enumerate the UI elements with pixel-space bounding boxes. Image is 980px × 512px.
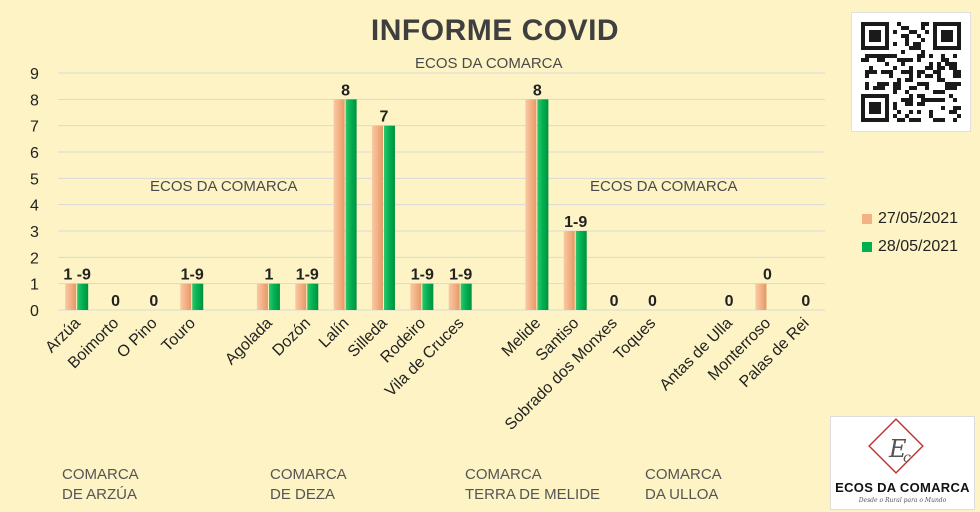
qr-code-graphic xyxy=(861,22,961,122)
bar-series1 xyxy=(333,99,345,310)
x-tick-label: Toques xyxy=(611,315,660,364)
bar-series2 xyxy=(307,283,319,310)
bar-series2 xyxy=(192,283,204,310)
region-ulloa-line2: DA ULLOA xyxy=(645,486,719,503)
bar-series2 xyxy=(537,99,549,310)
y-tick-label: 7 xyxy=(30,119,39,136)
bar-series1 xyxy=(256,283,268,310)
x-tick-label: Dozón xyxy=(269,315,314,360)
data-label: 0 xyxy=(648,293,657,310)
bar-series1 xyxy=(65,283,77,310)
legend-label-series1: 27/05/2021 xyxy=(878,210,959,227)
data-label: 1-9 xyxy=(564,214,587,231)
bar-series1 xyxy=(755,283,767,310)
data-label: 0 xyxy=(149,293,158,310)
data-label: 0 xyxy=(610,293,619,310)
bar-series1 xyxy=(563,231,575,310)
bar-series2 xyxy=(422,283,434,310)
legend-item-series1: 27/05/2021 xyxy=(862,205,958,233)
data-label: 1 -9 xyxy=(63,267,91,284)
y-tick-label: 6 xyxy=(30,145,39,162)
data-label: 0 xyxy=(111,293,120,310)
data-label: 1-9 xyxy=(449,267,472,284)
data-label: 7 xyxy=(380,109,389,126)
qr-code xyxy=(851,12,971,132)
region-melide-line2: TERRA DE MELIDE xyxy=(465,486,601,503)
region-terra-de-melide: COMARCA TERRA DE MELIDE xyxy=(465,465,600,505)
y-tick-label: 8 xyxy=(30,92,39,109)
y-tick-label: 9 xyxy=(30,66,39,83)
region-deza-line1: COMARCA xyxy=(270,466,347,483)
logo-tagline: Desde o Rural para o Mundo xyxy=(858,497,947,504)
data-label: 0 xyxy=(763,267,772,284)
region-arzua-line2: DE ARZÚA xyxy=(62,486,138,503)
data-label: 0 xyxy=(725,293,734,310)
region-ulloa-line1: COMARCA xyxy=(645,466,722,483)
y-tick-label: 3 xyxy=(30,224,39,241)
data-label: 1 xyxy=(264,267,273,284)
bar-series2 xyxy=(460,283,472,310)
data-label: 8 xyxy=(341,82,350,99)
bar-series1 xyxy=(448,283,460,310)
region-deza-line2: DE DEZA xyxy=(270,486,336,503)
logo-mark-icon: E c xyxy=(868,418,924,474)
bar-series1 xyxy=(295,283,307,310)
bar-series1 xyxy=(180,283,192,310)
x-tick-label: Agolada xyxy=(222,315,276,369)
bar-series2 xyxy=(575,231,587,310)
region-ulloa: COMARCA DA ULLOA xyxy=(645,465,722,505)
svg-text:c: c xyxy=(903,450,911,466)
y-tick-label: 2 xyxy=(30,250,39,267)
bar-series2 xyxy=(268,283,280,310)
watermark-left: ECOS DA COMARCA xyxy=(150,178,298,195)
bar-series2 xyxy=(383,125,395,311)
data-label: 1-9 xyxy=(411,267,434,284)
y-tick-label: 1 xyxy=(30,277,39,294)
data-label: 1-9 xyxy=(181,267,204,284)
region-melide-line1: COMARCA xyxy=(465,466,542,483)
bar-series2 xyxy=(77,283,89,310)
legend: 27/05/2021 28/05/2021 xyxy=(862,205,958,261)
legend-swatch-series2 xyxy=(862,242,872,252)
y-tick-label: 5 xyxy=(30,171,39,188)
legend-item-series2: 28/05/2021 xyxy=(862,233,958,261)
y-tick-label: 4 xyxy=(30,198,39,215)
bar-series1 xyxy=(410,283,422,310)
x-tick-label: Touro xyxy=(159,315,199,355)
region-deza: COMARCA DE DEZA xyxy=(270,465,347,505)
legend-swatch-series1 xyxy=(862,214,872,224)
bar-series1 xyxy=(371,125,383,311)
logo-name: ECOS DA COMARCA xyxy=(835,480,970,495)
y-tick-label: 0 xyxy=(30,303,39,320)
data-label: 1-9 xyxy=(296,267,319,284)
logo: E c ECOS DA COMARCA Desde o Rural para o… xyxy=(830,416,975,510)
region-arzua-line1: COMARCA xyxy=(62,466,139,483)
svg-text:E: E xyxy=(888,435,907,463)
region-arzua: COMARCA DE ARZÚA xyxy=(62,465,139,505)
chart-title: INFORME COVID xyxy=(370,14,620,47)
bar-series2 xyxy=(345,99,357,310)
data-label: 0 xyxy=(801,293,810,310)
x-tick-label: O Pino xyxy=(114,315,161,362)
watermark-right: ECOS DA COMARCA xyxy=(590,178,738,195)
bar-series1 xyxy=(525,99,537,310)
data-label: 8 xyxy=(533,82,542,99)
watermark-top: ECOS DA COMARCA xyxy=(415,55,563,72)
legend-label-series2: 28/05/2021 xyxy=(878,238,959,255)
